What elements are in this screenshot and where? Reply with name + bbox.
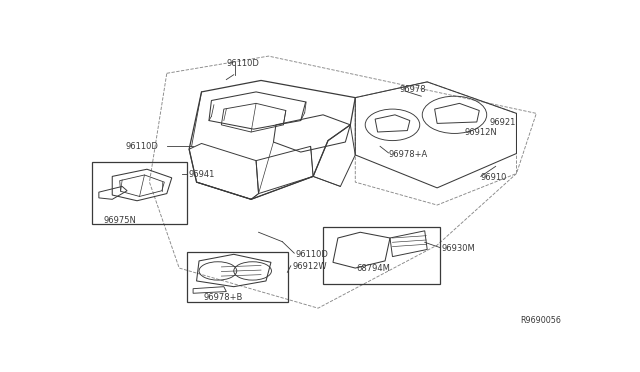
Text: 96912W: 96912W (292, 262, 327, 271)
Bar (187, 252, 288, 302)
Bar (323, 227, 440, 284)
Text: 96978: 96978 (400, 86, 426, 94)
Text: 68794M: 68794M (356, 264, 390, 273)
Bar (92, 162, 187, 224)
Text: 96912N: 96912N (465, 128, 497, 137)
Text: 96910: 96910 (481, 173, 507, 182)
Text: 96930M: 96930M (441, 244, 475, 253)
Text: R9690056: R9690056 (520, 316, 561, 325)
Text: 96921: 96921 (489, 118, 516, 127)
Text: 96975N: 96975N (104, 216, 137, 225)
Text: 96978+B: 96978+B (203, 293, 243, 302)
Text: 96110D: 96110D (227, 59, 259, 68)
Text: 96978+A: 96978+A (388, 150, 428, 158)
Text: 96110D: 96110D (296, 250, 328, 259)
Text: 96110D: 96110D (125, 142, 158, 151)
Text: 96941: 96941 (188, 170, 214, 179)
